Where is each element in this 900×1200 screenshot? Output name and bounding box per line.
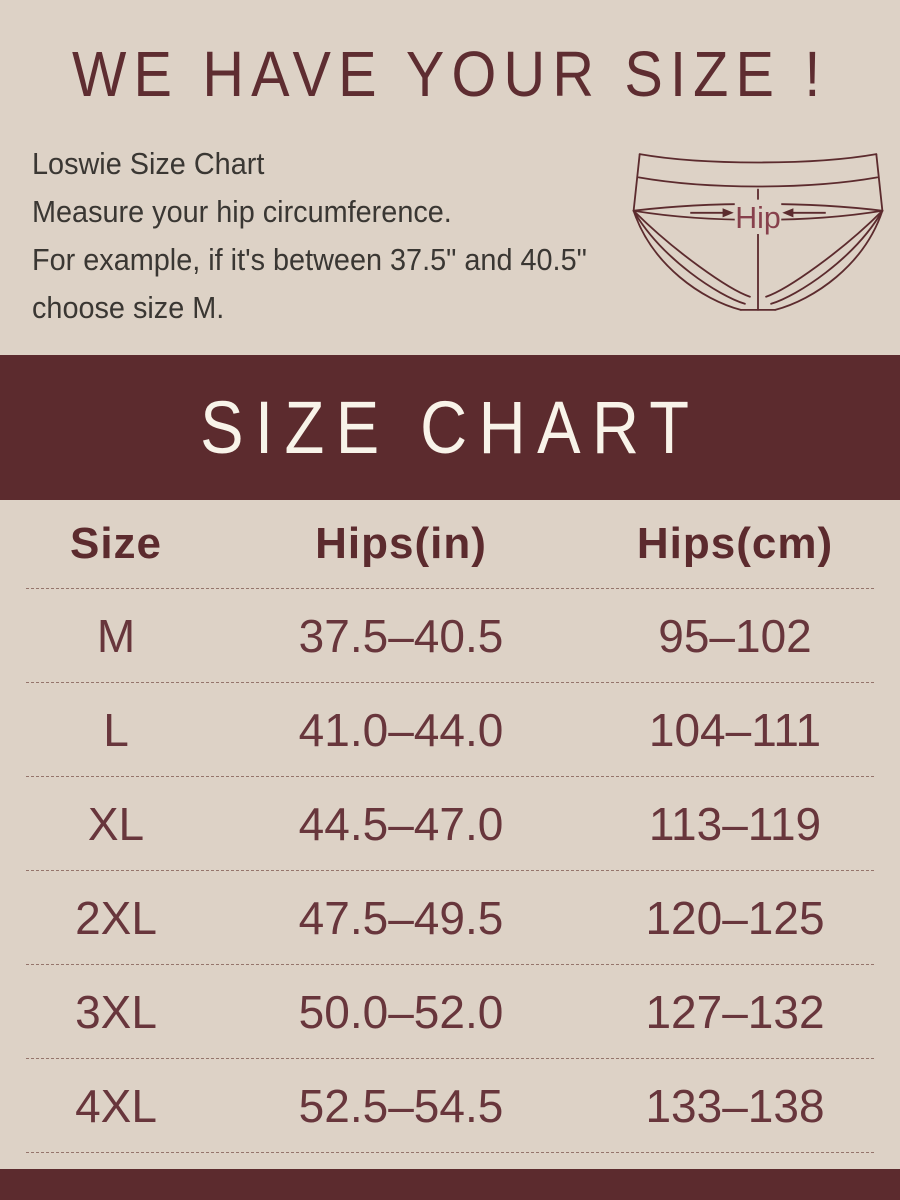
col-header-hips-cm: Hips(cm) [636,519,834,568]
intro-line: For example, if it's between 37.5" and 4… [32,242,587,277]
size-table: Size Hips(in) Hips(cm) M 37.5–40.5 95–10… [0,500,900,1169]
hip-measure-arrows-icon [689,208,826,218]
table-header-row: Size Hips(in) Hips(cm) [26,500,874,589]
col-header-size: Size [69,519,163,568]
intro-line: choose size M. [32,290,225,325]
hips-cm-cell: 120–125 [645,891,825,944]
table-row: 3XL 50.0–52.0 127–132 [26,965,874,1059]
table-row: XL 44.5–47.0 113–119 [26,777,874,871]
size-cell: XL [87,797,145,850]
label-knockout [734,199,781,235]
page-title: WE HAVE YOUR SIZE ! [0,0,900,112]
table-row: M 37.5–40.5 95–102 [26,589,874,683]
size-cell: 2XL [75,891,157,944]
hips-cm-cell: 127–132 [645,985,825,1038]
hip-label: Hip [735,202,781,235]
page-title-text: WE HAVE YOUR SIZE ! [72,38,828,110]
intro-section: Loswie Size Chart Measure your hip circu… [0,140,900,332]
hips-cm-cell: 113–119 [648,797,822,850]
panty-line-drawing-icon: Hip [632,153,883,311]
footer-bar [0,1169,900,1200]
underwear-diagram: Hip [629,142,887,332]
hips-in-cell: 41.0–44.0 [298,703,504,756]
hips-in-cell: 37.5–40.5 [298,609,504,662]
intro-line: Loswie Size Chart [32,146,265,181]
size-chart-banner: SIZE CHART [0,355,900,500]
table-row: L 41.0–44.0 104–111 [26,683,874,777]
top-section: WE HAVE YOUR SIZE ! Loswie Size Chart Me… [0,0,900,355]
hips-cm-cell: 133–138 [645,1079,825,1132]
banner-title: SIZE CHART [199,386,701,469]
size-cell: M [96,609,136,662]
hips-in-cell: 52.5–54.5 [298,1079,504,1132]
hips-cm-cell: 95–102 [658,609,812,662]
size-cell: 3XL [75,985,157,1038]
col-header-hips-in: Hips(in) [315,519,487,568]
table-row: 2XL 47.5–49.5 120–125 [26,871,874,965]
hips-in-cell: 50.0–52.0 [298,985,504,1038]
hips-in-cell: 47.5–49.5 [298,891,504,944]
size-cell: L [103,703,129,756]
size-cell: 4XL [75,1079,157,1132]
hips-in-cell: 44.5–47.0 [298,797,504,850]
hips-cm-cell: 104–111 [648,703,822,756]
intro-line: Measure your hip circumference. [32,194,452,229]
table-row: 4XL 52.5–54.5 133–138 [26,1059,874,1153]
intro-text: Loswie Size Chart Measure your hip circu… [32,140,587,332]
